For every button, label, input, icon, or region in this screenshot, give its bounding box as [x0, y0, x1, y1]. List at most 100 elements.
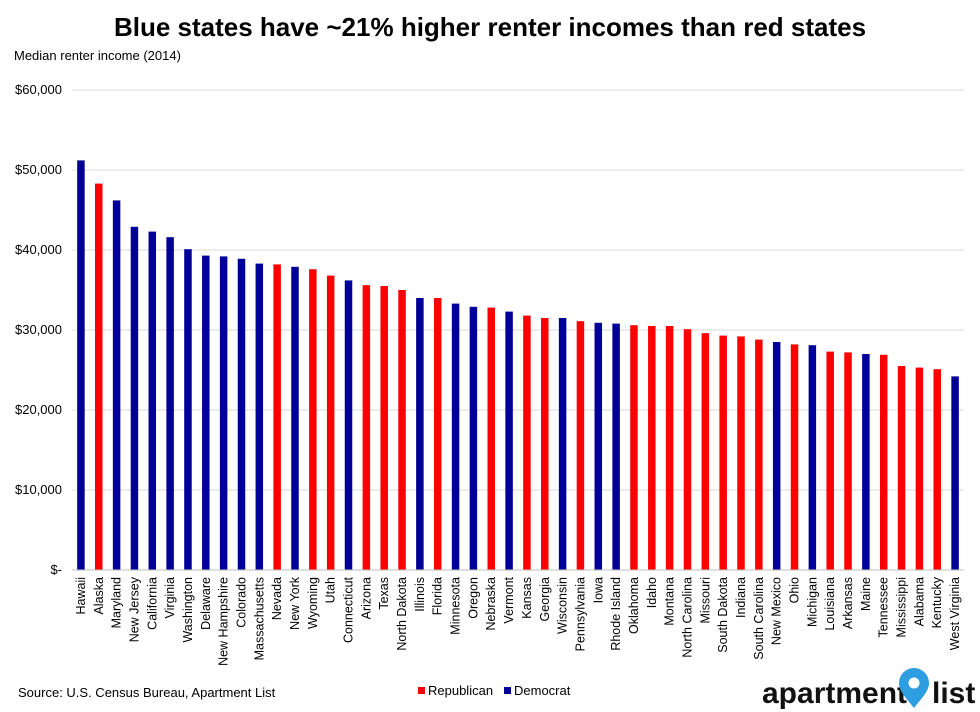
- bar-missouri: [701, 333, 710, 570]
- bar-tennessee: [879, 354, 888, 570]
- x-tick-label: Connecticut: [342, 576, 356, 643]
- bar-pennsylvania: [576, 321, 585, 570]
- x-tick-label: Maine: [859, 577, 873, 611]
- x-tick-label: Florida: [431, 577, 445, 615]
- x-tick-label: Arkansas: [841, 577, 855, 629]
- bar-kansas: [523, 315, 531, 570]
- x-tick-label: South Carolina: [752, 577, 766, 660]
- x-tick-label: Georgia: [538, 577, 552, 622]
- location-pin-icon: [899, 668, 929, 708]
- x-tick-label: Mississippi: [895, 577, 909, 637]
- bar-ohio: [790, 344, 799, 570]
- x-tick-label: Iowa: [591, 577, 605, 603]
- x-tick-label: Rhode Island: [609, 577, 623, 651]
- bar-colorado: [237, 258, 246, 570]
- bar-new-jersey: [130, 226, 139, 571]
- x-tick-label: Indiana: [734, 577, 748, 618]
- legend-swatch-republican: [418, 687, 425, 694]
- x-tick-label: Tennessee: [877, 577, 891, 638]
- bar-hawaii: [77, 160, 85, 570]
- bar-mississippi: [897, 366, 906, 570]
- x-tick-label: Wisconsin: [556, 577, 570, 634]
- x-tick-label: Louisiana: [823, 577, 837, 631]
- x-tick-label: Utah: [324, 577, 338, 603]
- x-tick-label: Oregon: [466, 577, 480, 619]
- x-tick-label: Alabama: [912, 577, 926, 626]
- bar-wyoming: [309, 269, 317, 570]
- apartment-list-logo: apartment list: [762, 668, 975, 710]
- logo-text-apartment: apartment: [762, 677, 907, 710]
- x-tick-label: Idaho: [645, 577, 659, 608]
- bar-maine: [862, 354, 870, 570]
- y-tick-label: $10,000: [15, 482, 62, 497]
- bar-florida: [433, 298, 442, 570]
- y-tick-label: $20,000: [15, 402, 62, 417]
- bar-arkansas: [844, 352, 852, 570]
- y-tick-label: $30,000: [15, 322, 62, 337]
- x-tick-label: Ohio: [788, 577, 802, 603]
- bar-utah: [326, 275, 335, 570]
- x-tick-label: Michigan: [805, 577, 819, 627]
- y-tick-label: $-: [50, 562, 62, 577]
- x-tick-label: Missouri: [698, 577, 712, 624]
- bar-montana: [665, 326, 674, 570]
- bar-alabama: [915, 367, 924, 570]
- bar-texas: [380, 286, 388, 570]
- x-tick-label: Minnesota: [449, 577, 463, 635]
- chart-title: Blue states have ~21% higher renter inco…: [114, 12, 866, 42]
- y-tick-label: $40,000: [15, 242, 62, 257]
- x-tick-label: California: [145, 577, 159, 630]
- y-axis-label: Median renter income (2014): [14, 48, 181, 63]
- legend-label-republican: Republican: [428, 683, 493, 698]
- x-tick-label: Nevada: [270, 577, 284, 620]
- x-tick-label: Nebraska: [484, 577, 498, 631]
- bar-arizona: [362, 285, 371, 570]
- x-axis-labels: Hawaii Alaska Maryland New Jersey California…: [74, 576, 962, 666]
- bar-louisiana: [826, 351, 834, 570]
- x-tick-label: Kentucky: [930, 576, 944, 628]
- bar-california: [148, 231, 157, 570]
- bar-kentucky: [933, 369, 941, 570]
- x-tick-label: Virginia: [163, 577, 177, 619]
- bar-michigan: [808, 345, 817, 570]
- bar-indiana: [737, 336, 745, 570]
- bar-washington: [184, 249, 192, 570]
- bar-nevada: [273, 264, 281, 570]
- bar-oregon: [469, 306, 478, 570]
- x-tick-label: New Mexico: [770, 577, 784, 645]
- x-tick-label: Montana: [663, 577, 677, 626]
- bar-minnesota: [451, 303, 460, 570]
- bar-south-dakota: [719, 335, 727, 570]
- bar-delaware: [202, 255, 210, 570]
- x-tick-label: Illinois: [413, 577, 427, 612]
- bar-oklahoma: [630, 325, 638, 570]
- bar-idaho: [648, 326, 656, 570]
- bar-georgia: [541, 318, 549, 570]
- bar-maryland: [112, 200, 121, 570]
- bar-new-mexico: [772, 342, 781, 570]
- x-tick-label: Wyoming: [306, 577, 320, 629]
- logo-text-list: list: [932, 677, 975, 710]
- bar-north-carolina: [683, 329, 692, 570]
- x-tick-label: North Carolina: [680, 577, 694, 658]
- legend: Republican Democrat: [418, 683, 571, 698]
- bar-north-dakota: [398, 290, 406, 570]
- x-tick-label: New Hampshire: [217, 577, 231, 666]
- bar-new-york: [291, 266, 299, 570]
- x-tick-label: New Jersey: [127, 576, 141, 642]
- source-note: Source: U.S. Census Bureau, Apartment Li…: [18, 685, 276, 700]
- x-tick-label: Vermont: [502, 576, 516, 623]
- x-tick-label: Alaska: [92, 577, 106, 615]
- y-tick-label: $50,000: [15, 162, 62, 177]
- y-tick-label: $60,000: [15, 82, 62, 97]
- bar-massachusetts: [255, 263, 264, 570]
- bar-illinois: [416, 298, 424, 570]
- x-tick-label: West Virginia: [948, 577, 962, 650]
- x-tick-label: North Dakota: [395, 577, 409, 651]
- x-tick-label: Oklahoma: [627, 577, 641, 634]
- legend-swatch-democrat: [504, 687, 511, 694]
- x-tick-label: Washington: [181, 577, 195, 643]
- bar-vermont: [505, 311, 513, 570]
